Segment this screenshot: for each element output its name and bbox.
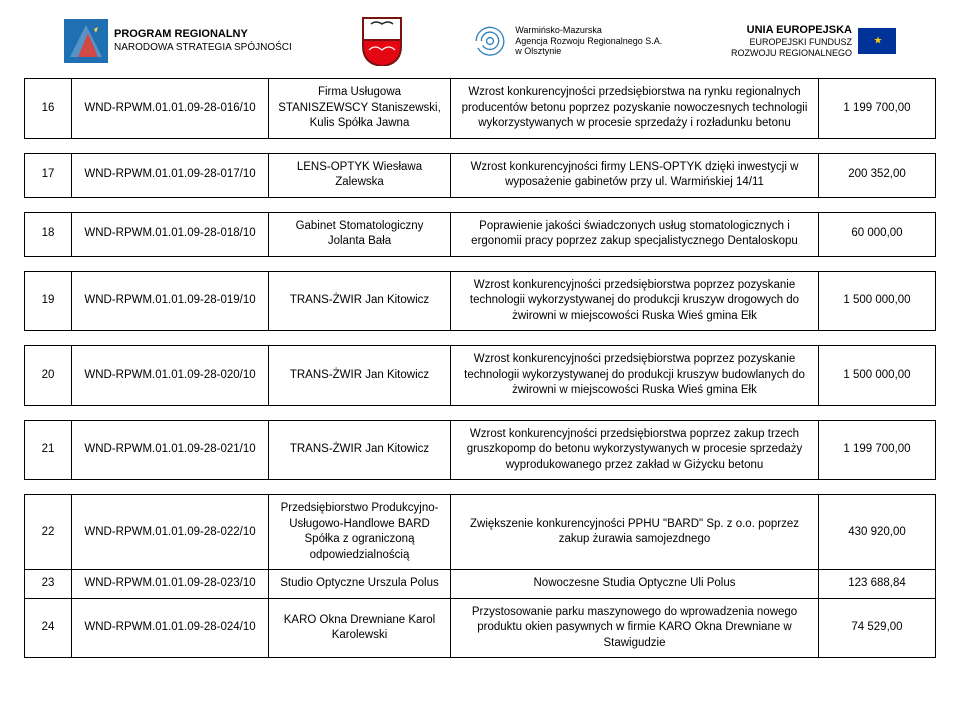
- row-code: WND-RPWM.01.01.09-28-016/10: [72, 79, 269, 139]
- row-description: Wzrost konkurencyjności przedsiębiorstwa…: [451, 346, 819, 406]
- row-code: WND-RPWM.01.01.09-28-019/10: [72, 271, 269, 331]
- row-number: 18: [25, 212, 72, 256]
- row-company: Gabinet Stomatologiczny Jolanta Bała: [269, 212, 451, 256]
- logo-herb: [361, 16, 403, 66]
- logo-eu: UNIA EUROPEJSKA EUROPEJSKI FUNDUSZ ROZWO…: [731, 24, 896, 59]
- eu-flag-icon: [858, 28, 896, 54]
- row-number: 24: [25, 598, 72, 658]
- shield-icon: [361, 16, 403, 66]
- row-amount: 1 500 000,00: [819, 271, 936, 331]
- row-number: 16: [25, 79, 72, 139]
- table-row: 18WND-RPWM.01.01.09-28-018/10Gabinet Sto…: [24, 212, 936, 257]
- table-row: 19WND-RPWM.01.01.09-28-019/10TRANS-ŻWIR …: [24, 271, 936, 332]
- row-company: KARO Okna Drewniane Karol Karolewski: [269, 598, 451, 658]
- row-description: Nowoczesne Studia Optyczne Uli Polus: [451, 570, 819, 599]
- row-company: TRANS-ŻWIR Jan Kitowicz: [269, 420, 451, 480]
- table-group: 22WND-RPWM.01.01.09-28-022/10Przedsiębio…: [24, 494, 936, 658]
- row-code: WND-RPWM.01.01.09-28-020/10: [72, 346, 269, 406]
- row-amount: 1 199 700,00: [819, 79, 936, 139]
- row-amount: 1 500 000,00: [819, 346, 936, 406]
- row-number: 17: [25, 153, 72, 197]
- row-amount: 1 199 700,00: [819, 420, 936, 480]
- row-number: 20: [25, 346, 72, 406]
- row-description: Wzrost konkurencyjności przedsiębiorstwa…: [451, 271, 819, 331]
- row-company: Firma Usługowa STANISZEWSCY Staniszewski…: [269, 79, 451, 139]
- row-company: Studio Optyczne Urszula Polus: [269, 570, 451, 599]
- row-description: Zwiększenie konkurencyjności PPHU "BARD"…: [451, 495, 819, 570]
- row-description: Wzrost konkurencyjności firmy LENS-OPTYK…: [451, 153, 819, 197]
- row-code: WND-RPWM.01.01.09-28-024/10: [72, 598, 269, 658]
- wmarr-text: Warmińsko-Mazurska Agencja Rozwoju Regio…: [515, 25, 662, 57]
- row-description: Wzrost konkurencyjności przedsiębiorstwa…: [451, 420, 819, 480]
- program-regionalny-icon: [64, 19, 108, 63]
- row-code: WND-RPWM.01.01.09-28-022/10: [72, 495, 269, 570]
- row-description: Wzrost konkurencyjności przedsiębiorstwa…: [451, 79, 819, 139]
- row-number: 23: [25, 570, 72, 599]
- table-row: 22WND-RPWM.01.01.09-28-022/10Przedsiębio…: [25, 495, 936, 570]
- row-company: Przedsiębiorstwo Produkcyjno-Usługowo-Ha…: [269, 495, 451, 570]
- row-amount: 60 000,00: [819, 212, 936, 256]
- row-description: Przystosowanie parku maszynowego do wpro…: [451, 598, 819, 658]
- table-row: 16WND-RPWM.01.01.09-28-016/10Firma Usług…: [24, 78, 936, 139]
- row-number: 19: [25, 271, 72, 331]
- spiral-icon: [471, 22, 509, 60]
- row-company: TRANS-ŻWIR Jan Kitowicz: [269, 346, 451, 406]
- row-amount: 123 688,84: [819, 570, 936, 599]
- row-company: LENS-OPTYK Wiesława Zalewska: [269, 153, 451, 197]
- row-code: WND-RPWM.01.01.09-28-017/10: [72, 153, 269, 197]
- row-code: WND-RPWM.01.01.09-28-023/10: [72, 570, 269, 599]
- table-row: 20WND-RPWM.01.01.09-28-020/10TRANS-ŻWIR …: [24, 345, 936, 406]
- table-row: 21WND-RPWM.01.01.09-28-021/10TRANS-ŻWIR …: [24, 420, 936, 481]
- row-amount: 430 920,00: [819, 495, 936, 570]
- header-logos: PROGRAM REGIONALNY NARODOWA STRATEGIA SP…: [24, 16, 936, 66]
- logo-program-regionalny: PROGRAM REGIONALNY NARODOWA STRATEGIA SP…: [64, 19, 292, 63]
- table-row: 17WND-RPWM.01.01.09-28-017/10LENS-OPTYK …: [24, 153, 936, 198]
- row-code: WND-RPWM.01.01.09-28-021/10: [72, 420, 269, 480]
- table-row: 23WND-RPWM.01.01.09-28-023/10Studio Opty…: [25, 570, 936, 599]
- row-number: 21: [25, 420, 72, 480]
- table-row: 24WND-RPWM.01.01.09-28-024/10KARO Okna D…: [25, 598, 936, 658]
- row-amount: 200 352,00: [819, 153, 936, 197]
- row-code: WND-RPWM.01.01.09-28-018/10: [72, 212, 269, 256]
- row-company: TRANS-ŻWIR Jan Kitowicz: [269, 271, 451, 331]
- row-description: Poprawienie jakości świadczonych usług s…: [451, 212, 819, 256]
- program-regionalny-text: PROGRAM REGIONALNY NARODOWA STRATEGIA SP…: [114, 28, 292, 53]
- row-number: 22: [25, 495, 72, 570]
- row-amount: 74 529,00: [819, 598, 936, 658]
- eu-text: UNIA EUROPEJSKA EUROPEJSKI FUNDUSZ ROZWO…: [731, 24, 852, 59]
- logo-wmarr: Warmińsko-Mazurska Agencja Rozwoju Regio…: [471, 22, 662, 60]
